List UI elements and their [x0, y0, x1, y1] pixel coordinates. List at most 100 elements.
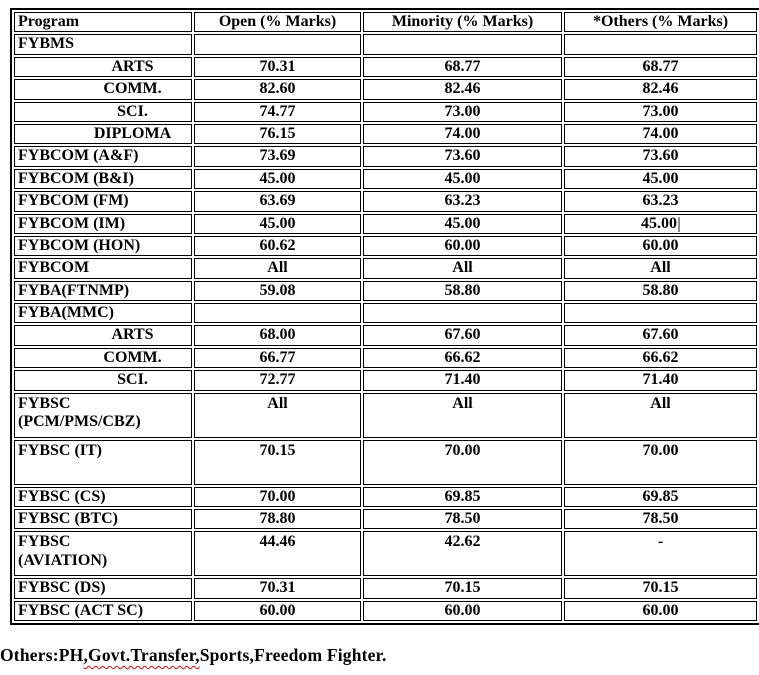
others-marks-cell: 73.60	[564, 146, 757, 167]
open-marks-cell: 60.62	[194, 235, 361, 257]
program-cell: FYBSC (IT)	[14, 439, 192, 485]
open-marks-cell: 70.15	[194, 439, 361, 485]
minority-marks-cell: All	[363, 258, 562, 279]
others-marks-cell: 78.50	[564, 509, 757, 530]
open-marks-cell: 70.00	[194, 486, 361, 508]
others-marks-cell: 60.00	[564, 235, 757, 257]
table-row: FYBSC (BTC) 78.80 78.50 78.50	[14, 509, 757, 530]
table-row: SCI. 74.77 73.00 73.00	[14, 101, 757, 122]
others-marks-cell: 45.00	[564, 168, 757, 190]
others-marks-cell: 69.85	[564, 486, 757, 508]
others-marks-cell: 66.62	[564, 347, 757, 369]
open-marks-cell: 68.00	[194, 325, 361, 346]
table-row: SCI. 72.77 71.40 71.40	[14, 370, 757, 391]
minority-marks-cell	[363, 34, 562, 55]
cutoff-table: Program Open (% Marks) Minority (% Marks…	[10, 8, 759, 626]
minority-marks-cell: 82.46	[363, 79, 562, 100]
others-marks-cell: 63.23	[564, 191, 757, 212]
minority-marks-cell: 42.62	[363, 531, 562, 577]
others-marks-cell: 67.60	[564, 325, 757, 346]
table-row: FYBCOM All All All	[14, 258, 757, 279]
open-marks-cell: 72.77	[194, 370, 361, 391]
others-marks-cell: 70.00	[564, 439, 757, 485]
program-cell: FYBSC (PCM/PMS/CBZ)	[14, 392, 192, 438]
program-cell: SCI.	[14, 370, 192, 391]
others-marks-cell: 74.00	[564, 123, 757, 145]
open-marks-cell: 44.46	[194, 531, 361, 577]
program-cell: FYBMS	[14, 34, 192, 55]
open-marks-cell: All	[194, 392, 361, 438]
program-cell: FYBSC (AVIATION)	[14, 531, 192, 577]
open-marks-cell: 45.00	[194, 168, 361, 190]
minority-marks-cell: All	[363, 392, 562, 438]
table-row: FYBSC (PCM/PMS/CBZ) All All All	[14, 392, 757, 438]
program-cell: FYBCOM (HON)	[14, 235, 192, 257]
others-marks-cell: 71.40	[564, 370, 757, 391]
table-row: FYBA(MMC)	[14, 303, 757, 324]
minority-marks-cell: 71.40	[363, 370, 562, 391]
results-table-body: FYBMS ARTS 70.31 68.77 68.77 COMM. 82.60 82.46 8…	[14, 34, 757, 622]
minority-marks-cell: 45.00	[363, 213, 562, 234]
table-row: COMM. 66.77 66.62 66.62	[14, 347, 757, 369]
footnote-prefix: Others:PH	[0, 645, 84, 665]
program-cell: FYBA(FTNMP)	[14, 280, 192, 302]
program-cell: FYBCOM	[14, 258, 192, 279]
program-cell: ARTS	[14, 56, 192, 78]
program-cell: DIPLOMA	[14, 123, 192, 145]
table-row: FYBSC (IT) 70.15 70.00 70.00	[14, 439, 757, 485]
table-row: FYBSC (ACT SC) 60.00 60.00 60.00	[14, 600, 757, 622]
header-minority: Minority (% Marks)	[363, 12, 562, 33]
minority-marks-cell: 67.60	[363, 325, 562, 346]
program-cell: ARTS	[14, 325, 192, 346]
program-cell: COMM.	[14, 79, 192, 100]
open-marks-cell: 45.00	[194, 213, 361, 234]
minority-marks-cell: 73.60	[363, 146, 562, 167]
program-cell: FYBSC (ACT SC)	[14, 600, 192, 622]
minority-marks-cell: 60.00	[363, 235, 562, 257]
program-cell: FYBCOM (B&I)	[14, 168, 192, 190]
table-row: ARTS 70.31 68.77 68.77	[14, 56, 757, 78]
program-cell: FYBCOM (A&F)	[14, 146, 192, 167]
text-cursor[interactable]	[678, 216, 680, 232]
minority-marks-cell: 78.50	[363, 509, 562, 530]
minority-marks-cell: 60.00	[363, 600, 562, 622]
others-marks-cell	[564, 303, 757, 324]
open-marks-cell: 78.80	[194, 509, 361, 530]
table-row: FYBSC (AVIATION) 44.46 42.62-	[14, 531, 757, 577]
table-row: FYBCOM (A&F) 73.69 73.60 73.60	[14, 146, 757, 167]
others-marks-cell: 60.00	[564, 600, 757, 622]
header-open: Open (% Marks)	[194, 12, 361, 33]
open-marks-cell: 73.69	[194, 146, 361, 167]
table-row: FYBCOM (IM) 45.00 45.00 45.00	[14, 213, 757, 234]
program-cell: COMM.	[14, 347, 192, 369]
table-row: FYBMS	[14, 34, 757, 55]
open-marks-cell: 70.31	[194, 56, 361, 78]
minority-marks-cell: 73.00	[363, 101, 562, 122]
open-marks-cell: 63.69	[194, 191, 361, 212]
others-footnote: Others:PH,Govt.Transfer,Sports,Freedom F…	[0, 645, 387, 666]
program-cell: FYBSC (DS)	[14, 578, 192, 599]
minority-marks-cell: 70.15	[363, 578, 562, 599]
minority-marks-cell: 74.00	[363, 123, 562, 145]
header-program: Program	[14, 12, 192, 33]
footnote-suffix: Sports,Freedom Fighter.	[199, 645, 387, 665]
minority-marks-cell: 70.00	[363, 439, 562, 485]
header-row: Program Open (% Marks) Minority (% Marks…	[14, 12, 757, 33]
program-cell: FYBSC (CS)	[14, 486, 192, 508]
others-marks-cell	[564, 34, 757, 55]
minority-marks-cell: 69.85	[363, 486, 562, 508]
minority-marks-cell: 45.00	[363, 168, 562, 190]
table-row: FYBA(FTNMP) 59.08 58.80 58.80	[14, 280, 757, 302]
others-marks-cell: 73.00	[564, 101, 757, 122]
open-marks-cell: All	[194, 258, 361, 279]
open-marks-cell	[194, 303, 361, 324]
minority-marks-cell: 63.23	[363, 191, 562, 212]
minority-marks-cell	[363, 303, 562, 324]
table-row: ARTS 68.00 67.60 67.60	[14, 325, 757, 346]
open-marks-cell	[194, 34, 361, 55]
program-cell: FYBA(MMC)	[14, 303, 192, 324]
table-row: DIPLOMA 76.15 74.00 74.00	[14, 123, 757, 145]
others-marks-cell: All	[564, 258, 757, 279]
open-marks-cell: 66.77	[194, 347, 361, 369]
minority-marks-cell: 68.77	[363, 56, 562, 78]
